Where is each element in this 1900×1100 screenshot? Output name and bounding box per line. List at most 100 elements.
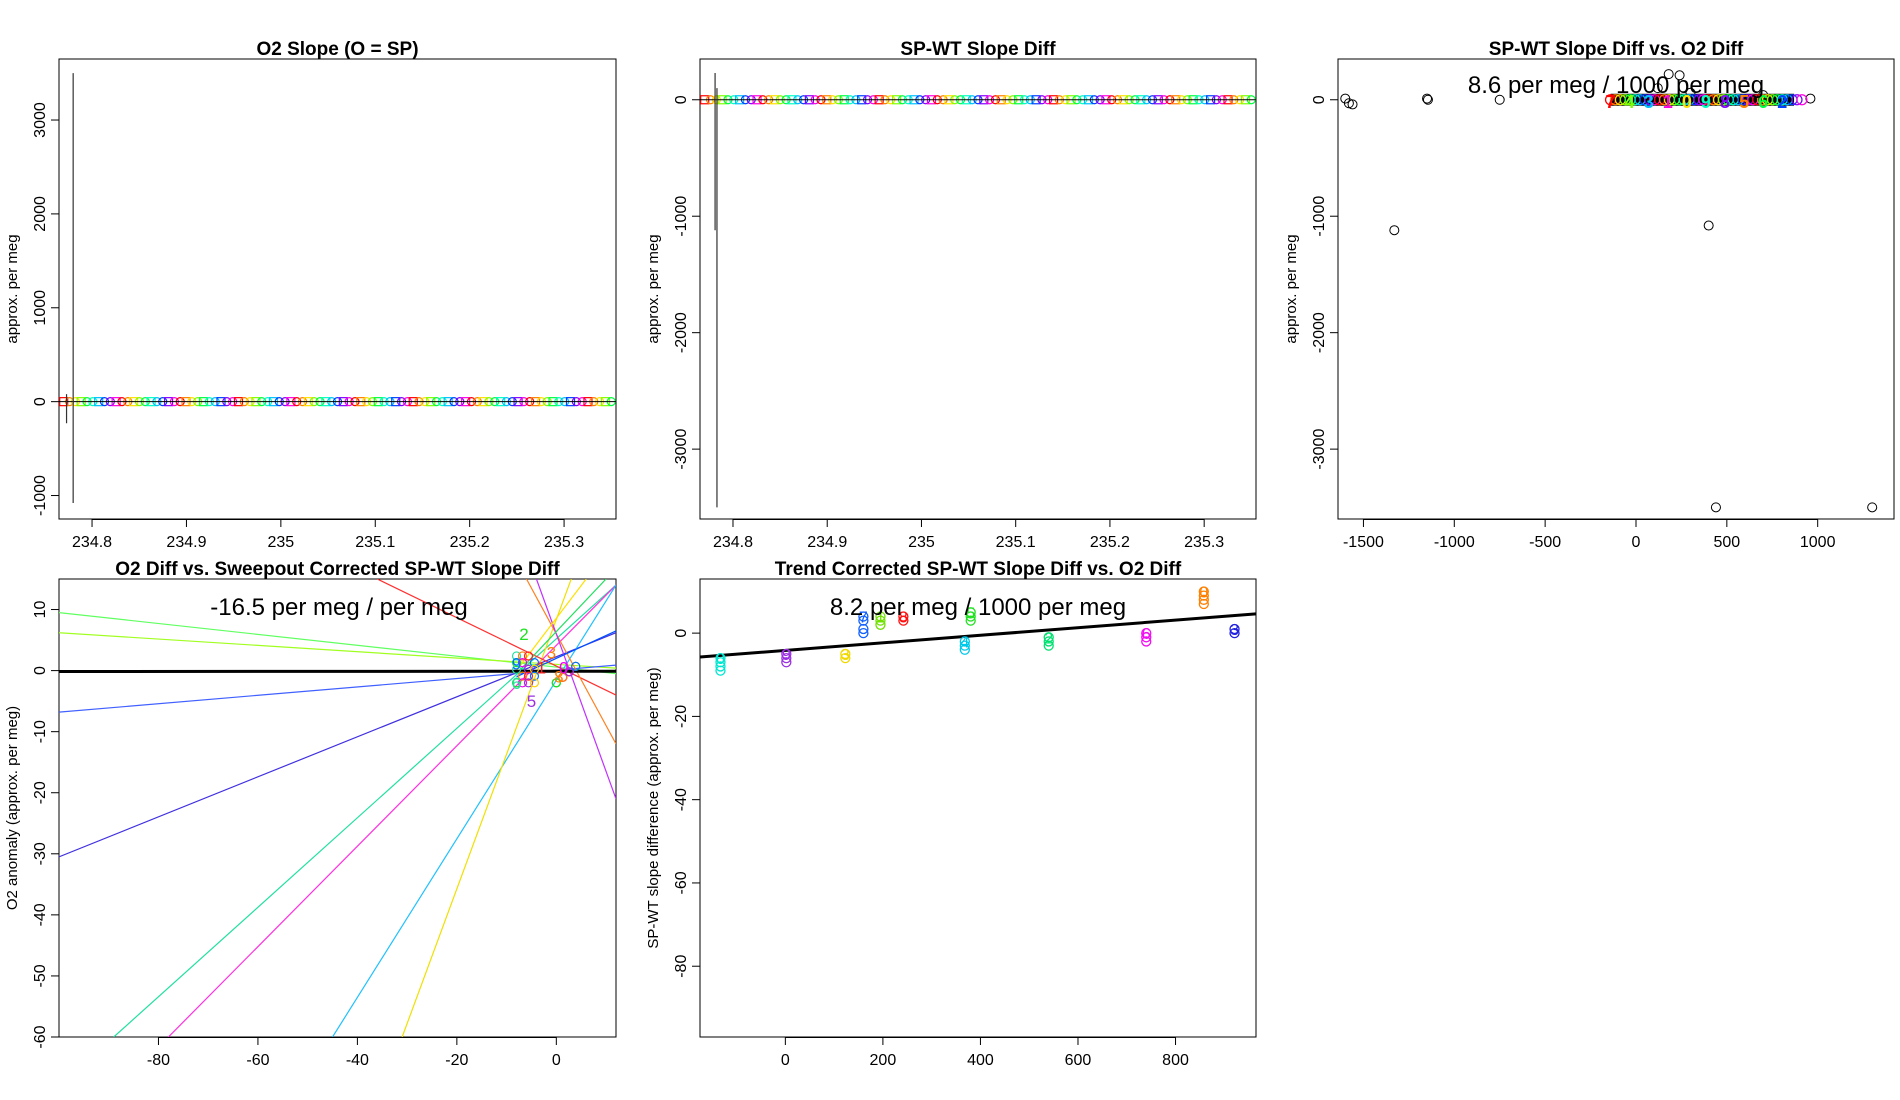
data-point bbox=[715, 661, 726, 672]
group-label: 4 bbox=[960, 634, 969, 651]
data-point bbox=[959, 636, 970, 647]
data-point bbox=[1198, 590, 1209, 601]
cluster-label: 1 bbox=[1663, 92, 1673, 112]
data-point bbox=[715, 665, 726, 676]
data-point bbox=[564, 667, 574, 677]
data-point bbox=[1198, 586, 1209, 597]
cluster-label: 4 bbox=[1625, 92, 1635, 112]
data-point bbox=[959, 644, 970, 655]
plot-area bbox=[59, 73, 616, 504]
data-point bbox=[1141, 627, 1152, 639]
y-axis-label: SP-WT slope difference (approx. per meg) bbox=[645, 667, 662, 948]
data-point bbox=[511, 678, 522, 688]
panel-slope-diff-vs-o2-diff: SP-WT Slope Diff vs. O2 Diff approx. per … bbox=[1283, 39, 1895, 551]
x-tick-label: 234.9 bbox=[807, 534, 847, 551]
cluster-label: 6 bbox=[512, 674, 521, 693]
panel-title: O2 Diff vs. Sweepout Corrected SP-WT Slo… bbox=[115, 559, 560, 580]
data-point bbox=[1663, 69, 1674, 80]
x-tick-label: -60 bbox=[246, 1052, 269, 1069]
cycle-regression-line bbox=[516, 579, 607, 675]
cycle-regression-line bbox=[401, 579, 572, 1037]
cycle-regression-line bbox=[535, 579, 616, 800]
group-label: 3 bbox=[841, 647, 850, 664]
group-label: 0 bbox=[1199, 584, 1208, 601]
y-tick-label: -1000 bbox=[32, 475, 49, 516]
x-tick-label: -1000 bbox=[1434, 534, 1475, 551]
data-point bbox=[965, 611, 976, 622]
regression-annotation: 8.6 per meg / 1000 per meg bbox=[1468, 72, 1764, 99]
data-point bbox=[529, 664, 540, 674]
panel-title: SP-WT Slope Diff bbox=[900, 39, 1056, 60]
data-point bbox=[1043, 636, 1054, 647]
data-point bbox=[551, 678, 561, 688]
x-tick-label: 235.2 bbox=[450, 534, 490, 551]
data-point bbox=[1229, 623, 1240, 635]
panel-sp-wt-slope-diff: SP-WT Slope Diff approx. per meg 234.8 234.… bbox=[645, 39, 1257, 551]
x-tick-label: 234.9 bbox=[166, 534, 206, 551]
cluster-label: 2 bbox=[1777, 92, 1787, 112]
panel-o2-diff-vs-sweepout-corrected: O2 Diff vs. Sweepout Corrected SP-WT Slo… bbox=[4, 559, 617, 1069]
data-point bbox=[517, 671, 528, 681]
data-point bbox=[1389, 225, 1400, 236]
data-point bbox=[1867, 502, 1878, 513]
cluster-label: 0 bbox=[559, 659, 568, 678]
x-tick-label: 800 bbox=[1162, 1052, 1189, 1069]
x-tick-label: 235 bbox=[268, 534, 295, 551]
y-tick-label: 0 bbox=[32, 666, 49, 675]
overall-fit-line bbox=[700, 612, 1256, 659]
y-tick-label: 2000 bbox=[32, 196, 49, 232]
x-tick-label: 200 bbox=[870, 1052, 897, 1069]
plot-frame bbox=[699, 578, 1257, 1038]
group-label: 6 bbox=[1142, 626, 1151, 643]
y-tick-label: -60 bbox=[673, 871, 690, 894]
y-axis-label: approx. per meg bbox=[645, 234, 662, 343]
x-tick-label: 0 bbox=[781, 1052, 790, 1069]
group-label: 2 bbox=[1044, 630, 1053, 647]
data-point bbox=[1805, 93, 1816, 104]
data-point bbox=[781, 657, 792, 668]
y-tick-label: -50 bbox=[32, 964, 49, 987]
y-tick-label: -30 bbox=[32, 842, 49, 865]
group-label: 3 bbox=[1230, 622, 1239, 639]
x-tick-label: 234.8 bbox=[72, 534, 112, 551]
y-axis-label: approx. per meg bbox=[4, 234, 21, 343]
data-point bbox=[781, 652, 792, 664]
cluster-label: 9 bbox=[1701, 92, 1711, 112]
data-point bbox=[517, 678, 528, 688]
plot-area bbox=[700, 72, 1256, 508]
x-tick-label: 1000 bbox=[1800, 534, 1836, 551]
cycle-regression-line bbox=[516, 630, 616, 678]
y-tick-label: -10 bbox=[32, 720, 49, 743]
group-label: 1 bbox=[876, 609, 885, 626]
data-point bbox=[858, 611, 869, 622]
group-label: 8 bbox=[899, 609, 908, 626]
data-point bbox=[1791, 94, 1803, 106]
y-tick-label: -60 bbox=[32, 1025, 49, 1048]
regression-annotation: -16.5 per meg / per meg bbox=[210, 594, 467, 621]
data-point bbox=[1043, 632, 1054, 643]
data-point bbox=[1141, 632, 1152, 643]
group-label: 7 bbox=[859, 609, 868, 626]
data-point bbox=[529, 678, 540, 688]
plot-frame bbox=[1337, 58, 1895, 520]
data-point bbox=[875, 615, 886, 626]
cluster-label: 6 bbox=[1758, 92, 1768, 112]
data-point bbox=[858, 627, 869, 639]
data-point bbox=[571, 661, 581, 671]
y-axis-label: approx. per meg bbox=[1283, 234, 1300, 343]
y-tick-label: 0 bbox=[1311, 95, 1328, 104]
y-tick-label: 0 bbox=[673, 95, 690, 104]
cluster-label: 3 bbox=[547, 643, 556, 662]
data-point bbox=[1347, 99, 1358, 110]
cluster-label: 5 bbox=[527, 692, 536, 711]
x-tick-label: -500 bbox=[1529, 534, 1561, 551]
panel-title: O2 Slope (O = SP) bbox=[256, 39, 418, 60]
data-point bbox=[875, 611, 886, 622]
x-tick-label: 500 bbox=[1713, 534, 1740, 551]
data-point bbox=[1422, 93, 1433, 104]
x-tick-label: -20 bbox=[445, 1052, 468, 1069]
data-point bbox=[517, 658, 528, 668]
data-point bbox=[1796, 94, 1808, 106]
